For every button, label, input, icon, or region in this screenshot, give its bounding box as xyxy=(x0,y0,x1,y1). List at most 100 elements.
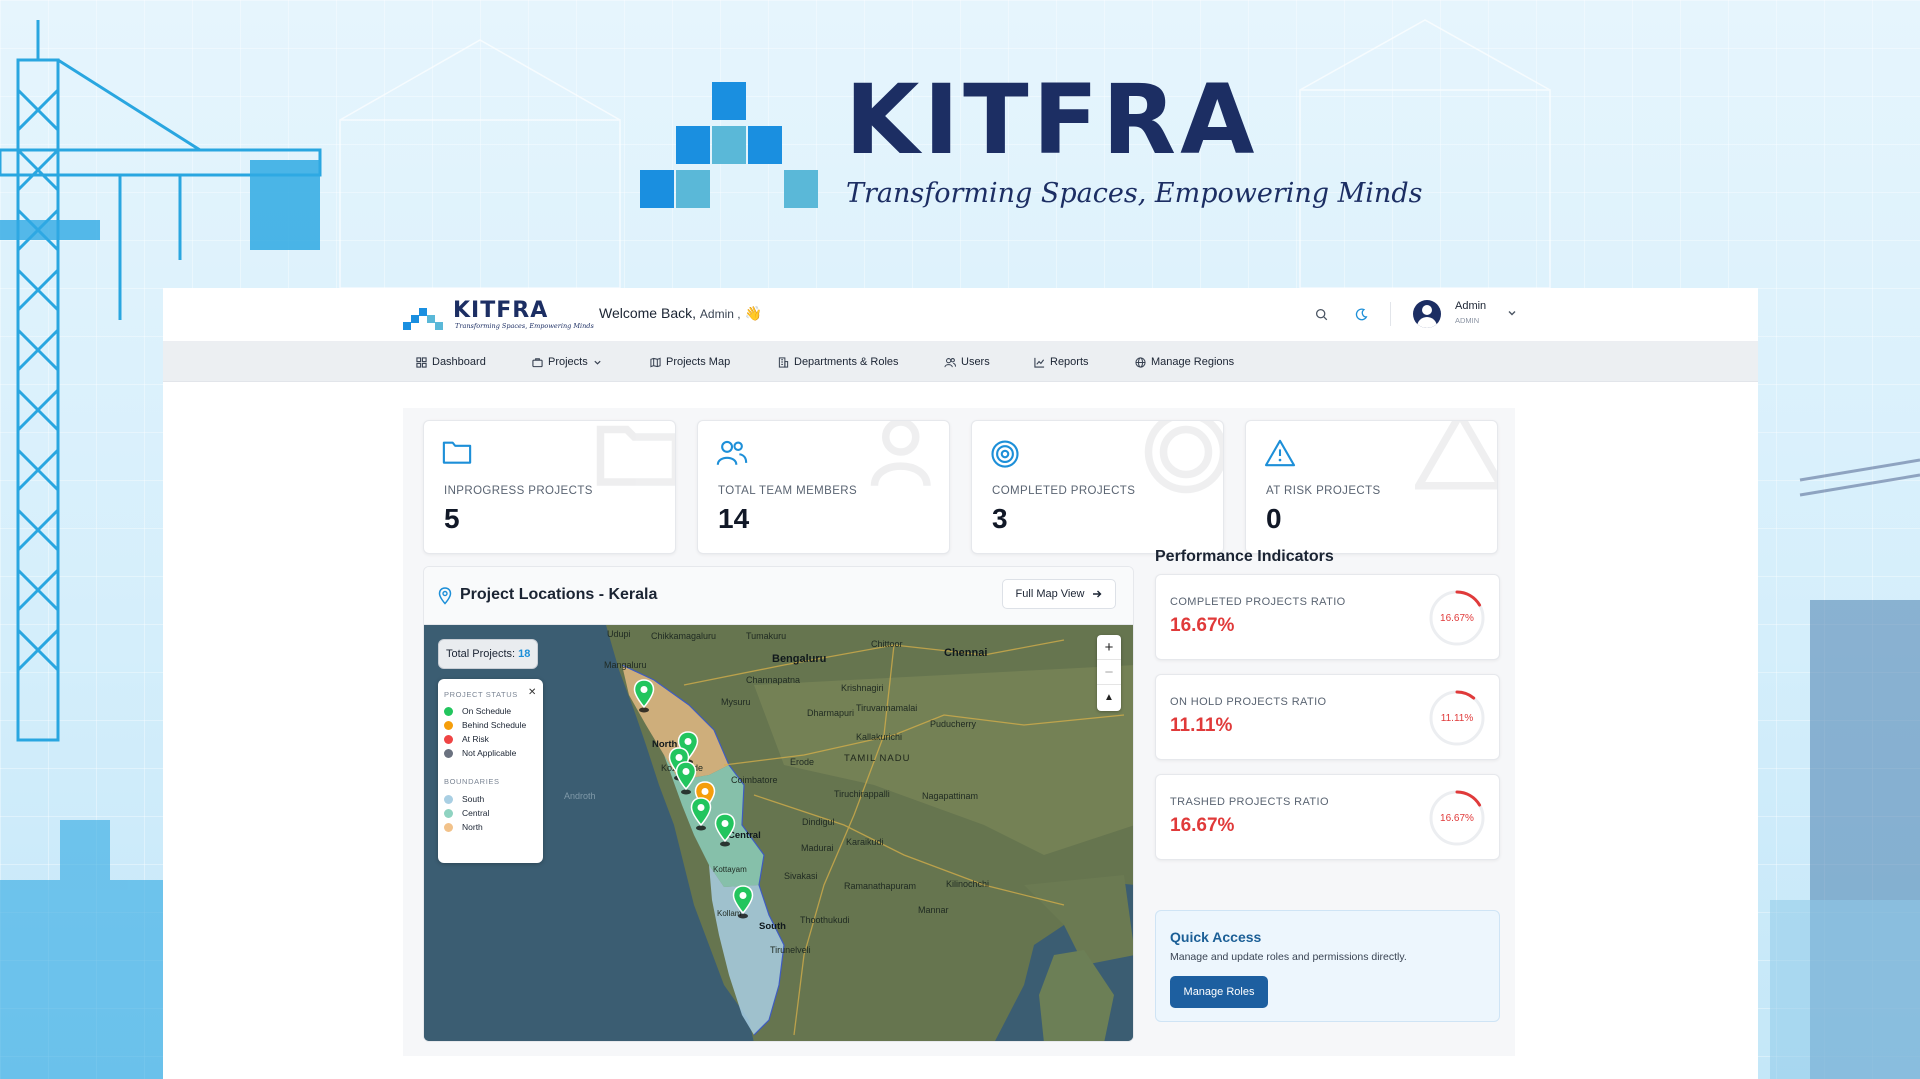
nav-reports[interactable]: Reports xyxy=(1034,354,1089,370)
perf-value: 11.11% xyxy=(1170,715,1233,736)
nav-label: Projects Map xyxy=(666,356,731,368)
topbar-divider xyxy=(1390,302,1391,326)
nav-label: Users xyxy=(961,356,990,368)
stat-card-team-members[interactable]: TOTAL TEAM MEMBERS 14 xyxy=(697,420,950,554)
nav-dashboard[interactable]: Dashboard xyxy=(416,354,486,370)
place-label: Bengaluru xyxy=(772,653,827,665)
full-map-view-button[interactable]: Full Map View xyxy=(1002,579,1116,609)
warning-icon xyxy=(1264,439,1296,467)
welcome-message: Welcome Back, Admin , 👋 xyxy=(599,305,762,322)
project-marker[interactable] xyxy=(714,813,736,847)
total-projects-value: 18 xyxy=(518,648,531,660)
place-label: Kilinochchi xyxy=(946,879,990,889)
legend-item: South xyxy=(444,793,484,805)
map-title: Project Locations - Kerala xyxy=(460,586,658,603)
app-window: KITFRA Transforming Spaces, Empowering M… xyxy=(163,288,1758,1079)
chart-icon xyxy=(1034,357,1045,368)
close-icon[interactable]: ✕ xyxy=(528,687,537,698)
legend-label: South xyxy=(462,794,485,804)
logo-text: KITFRA xyxy=(453,298,549,323)
place-label: Udupi xyxy=(607,629,631,639)
full-map-label: Full Map View xyxy=(1015,588,1085,600)
logo-mark xyxy=(403,308,447,330)
nav-departments-roles[interactable]: Departments & Roles xyxy=(778,354,899,370)
place-label: Chikkamagaluru xyxy=(651,631,717,641)
project-marker[interactable] xyxy=(675,761,697,795)
search-icon[interactable] xyxy=(1309,302,1333,326)
users-watermark-icon xyxy=(870,421,931,487)
nav-projects-map[interactable]: Projects Map xyxy=(650,354,730,370)
place-label: Chittoor xyxy=(871,639,903,649)
logo-tagline: Transforming Spaces, Empowering Minds xyxy=(455,322,594,330)
legend-status-heading: PROJECT STATUS xyxy=(444,690,518,699)
place-label: Madurai xyxy=(801,843,834,853)
nav-label: Reports xyxy=(1050,356,1089,368)
top-bar: KITFRA Transforming Spaces, Empowering M… xyxy=(163,288,1758,342)
stat-card-completed[interactable]: COMPLETED PROJECTS 3 xyxy=(971,420,1224,554)
nav-manage-regions[interactable]: Manage Regions xyxy=(1135,354,1234,370)
ring-label: 16.67% xyxy=(1440,612,1474,624)
zoom-out-button[interactable]: − xyxy=(1097,660,1121,685)
avatar xyxy=(1413,300,1441,328)
perf-card-on-hold[interactable]: ON HOLD PROJECTS RATIO 11.11% 11.11% xyxy=(1155,674,1500,760)
building-icon xyxy=(778,356,789,368)
zoom-controls: + − ▲ xyxy=(1097,635,1121,711)
progress-ring: 16.67% xyxy=(1427,788,1487,848)
legend-item: Central xyxy=(444,807,489,819)
welcome-text: Welcome Back, xyxy=(599,305,696,321)
place-label: Dindigul xyxy=(802,817,835,827)
project-marker[interactable] xyxy=(633,679,655,713)
chevron-down-icon xyxy=(594,360,601,365)
perf-card-completed[interactable]: COMPLETED PROJECTS RATIO 16.67% 16.67% xyxy=(1155,574,1500,660)
perf-value: 16.67% xyxy=(1170,615,1235,636)
project-locations-card: Project Locations - Kerala Full Map View xyxy=(423,566,1134,1042)
map-basemap xyxy=(424,625,1133,1041)
place-label: Krishnagiri xyxy=(841,683,884,693)
place-label: Karaikudi xyxy=(846,837,884,847)
place-label: Androth xyxy=(564,791,596,801)
nav-label: Projects xyxy=(548,356,588,368)
user-menu[interactable]: Admin ADMIN xyxy=(1413,298,1523,332)
place-label: Tumakuru xyxy=(746,631,787,641)
region-label: South xyxy=(759,921,786,932)
perf-card-trashed[interactable]: TRASHED PROJECTS RATIO 16.67% 16.67% xyxy=(1155,774,1500,860)
stat-label: TOTAL TEAM MEMBERS xyxy=(718,485,858,497)
stat-card-at-risk[interactable]: AT RISK PROJECTS 0 xyxy=(1245,420,1498,554)
map-card-header: Project Locations - Kerala Full Map View xyxy=(424,567,1133,625)
project-marker[interactable] xyxy=(690,797,712,831)
manage-roles-button[interactable]: Manage Roles xyxy=(1170,976,1268,1008)
project-map[interactable]: Udupi Chikkamagaluru Tumakuru Mangaluru … xyxy=(424,625,1133,1041)
zoom-in-button[interactable]: + xyxy=(1097,635,1121,660)
place-label: Nagapattinam xyxy=(922,791,979,801)
target-icon xyxy=(991,440,1019,468)
hero-brand: KITFRA Transforming Spaces, Empowering M… xyxy=(640,72,1422,228)
moon-icon[interactable] xyxy=(1349,302,1373,326)
stat-label: INPROGRESS PROJECTS xyxy=(444,485,593,497)
ring-label: 16.67% xyxy=(1440,812,1474,824)
app-logo[interactable]: KITFRA Transforming Spaces, Empowering M… xyxy=(403,298,594,332)
nav-projects[interactable]: Projects xyxy=(532,354,602,370)
quick-access-description: Manage and update roles and permissions … xyxy=(1170,951,1407,963)
stat-label: AT RISK PROJECTS xyxy=(1266,485,1381,497)
nav-users[interactable]: Users xyxy=(944,354,990,370)
folder-icon xyxy=(442,441,472,464)
users-icon xyxy=(944,357,956,367)
place-label: Mannar xyxy=(918,905,949,915)
main-nav: Dashboard Projects Projects Map Departme… xyxy=(163,342,1758,382)
kitfra-logo-mark xyxy=(640,82,818,212)
place-label: Dharmapuri xyxy=(807,708,855,718)
stat-value: 5 xyxy=(444,503,460,534)
place-label: Kottayam xyxy=(713,865,747,874)
stat-card-inprogress[interactable]: INPROGRESS PROJECTS 5 xyxy=(423,420,676,554)
project-marker[interactable] xyxy=(732,885,754,919)
place-label: Puducherry xyxy=(930,719,977,729)
user-role: ADMIN xyxy=(1455,316,1480,325)
place-label: Sivakasi xyxy=(784,871,818,881)
place-label: Tiruchirappalli xyxy=(834,789,890,799)
region-label: Central xyxy=(728,830,761,841)
perf-label: ON HOLD PROJECTS RATIO xyxy=(1170,696,1327,708)
perf-label: COMPLETED PROJECTS RATIO xyxy=(1170,596,1346,608)
stat-value: 3 xyxy=(992,503,1008,534)
compass-button[interactable]: ▲ xyxy=(1104,692,1114,703)
nav-label: Departments & Roles xyxy=(794,356,899,368)
